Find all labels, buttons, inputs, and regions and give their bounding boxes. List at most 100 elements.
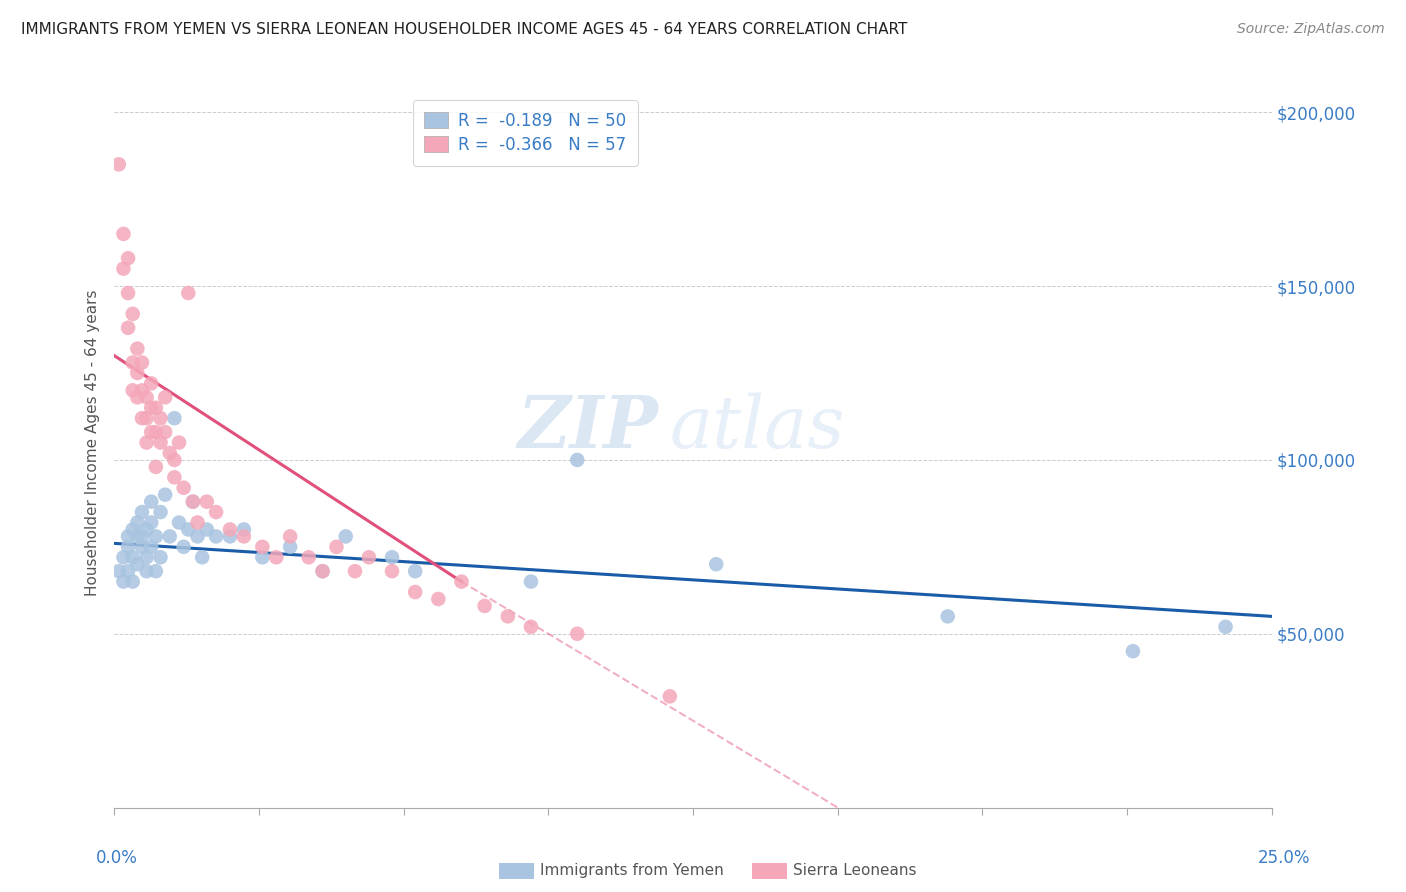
Point (205, 529, 228, 543)
Point (264, 550, 287, 565)
Point (135, 390, 157, 404)
Text: atlas: atlas (669, 392, 845, 463)
Point (520, 574, 543, 589)
Point (167, 435, 190, 450)
Point (149, 435, 172, 450)
Point (311, 564, 333, 578)
Point (135, 550, 157, 565)
Point (153, 425, 176, 439)
Point (232, 529, 254, 543)
Point (704, 558, 727, 572)
Point (127, 390, 149, 404)
Point (325, 540, 347, 554)
Point (381, 550, 404, 565)
Point (427, 592, 450, 607)
Point (141, 494, 163, 508)
Point (567, 453, 589, 467)
Point (141, 516, 163, 530)
Point (131, 384, 153, 398)
Point (1122, 644, 1144, 658)
Point (145, 459, 167, 474)
Point (112, 261, 135, 276)
Point (496, 609, 519, 624)
Text: 0.0%: 0.0% (96, 849, 138, 867)
Point (135, 523, 157, 537)
Point (145, 425, 167, 439)
Point (127, 342, 149, 356)
Point (112, 550, 135, 565)
Point (149, 505, 172, 519)
Point (131, 529, 153, 543)
Point (191, 550, 214, 565)
Point (167, 516, 190, 530)
Point (135, 435, 157, 450)
Point (936, 609, 959, 624)
Point (159, 446, 181, 460)
Point (127, 529, 149, 543)
Point (141, 425, 163, 439)
Text: Source: ZipAtlas.com: Source: ZipAtlas.com (1237, 22, 1385, 37)
Text: 25.0%: 25.0% (1258, 849, 1310, 867)
Point (181, 494, 204, 508)
Text: Immigrants from Yemen: Immigrants from Yemen (540, 863, 724, 878)
Point (117, 564, 139, 578)
Point (127, 366, 149, 380)
Text: Sierra Leoneans: Sierra Leoneans (793, 863, 917, 878)
Point (145, 529, 167, 543)
Point (567, 626, 589, 640)
Point (298, 550, 321, 565)
Point (149, 550, 172, 565)
Text: IMMIGRANTS FROM YEMEN VS SIERRA LEONEAN HOUSEHOLDER INCOME AGES 45 - 64 YEARS CO: IMMIGRANTS FROM YEMEN VS SIERRA LEONEAN … (21, 22, 907, 37)
Point (121, 574, 143, 589)
Point (117, 285, 139, 300)
Point (141, 540, 163, 554)
Point (173, 540, 195, 554)
Point (121, 384, 143, 398)
Point (195, 523, 218, 537)
Point (163, 411, 186, 425)
Legend: R =  -0.189   N = 50, R =  -0.366   N = 57: R = -0.189 N = 50, R = -0.366 N = 57 (413, 101, 637, 166)
Point (163, 453, 186, 467)
Point (135, 411, 157, 425)
Point (311, 564, 333, 578)
Point (173, 481, 195, 495)
Point (163, 470, 186, 484)
Point (145, 564, 167, 578)
Point (186, 529, 208, 543)
Point (450, 574, 472, 589)
Point (127, 558, 149, 572)
Point (278, 529, 301, 543)
Point (153, 390, 176, 404)
Point (121, 523, 143, 537)
Point (404, 564, 426, 578)
Point (658, 690, 681, 704)
Point (520, 620, 543, 634)
Point (141, 376, 163, 391)
Point (117, 529, 139, 543)
Point (131, 540, 153, 554)
Point (159, 529, 181, 543)
Point (177, 285, 200, 300)
Point (145, 401, 167, 415)
Point (149, 411, 172, 425)
Point (121, 550, 143, 565)
Point (252, 550, 274, 565)
Y-axis label: Householder Income Ages 45 - 64 years: Householder Income Ages 45 - 64 years (86, 289, 100, 596)
Point (474, 599, 496, 613)
Point (278, 540, 301, 554)
Point (117, 540, 139, 554)
Point (205, 505, 228, 519)
Point (153, 488, 176, 502)
Text: ZIP: ZIP (517, 392, 658, 464)
Point (232, 523, 254, 537)
Point (127, 516, 149, 530)
Point (195, 494, 218, 508)
Point (1215, 620, 1237, 634)
Point (112, 227, 135, 241)
Point (112, 574, 135, 589)
Point (131, 355, 153, 369)
Point (219, 529, 242, 543)
Point (177, 523, 200, 537)
Point (141, 401, 163, 415)
Point (108, 564, 131, 578)
